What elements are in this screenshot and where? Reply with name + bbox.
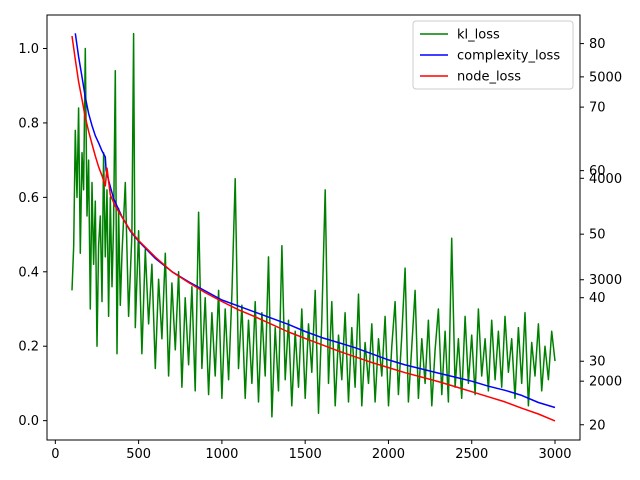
x-tick-label: 0 xyxy=(51,447,59,462)
y-left-tick-label: 1.0 xyxy=(18,42,39,57)
series-line-node-loss xyxy=(71,35,556,422)
legend-box xyxy=(412,20,574,90)
x-tick-label: 1000 xyxy=(205,447,238,462)
y-left-tick-label: 0.0 xyxy=(18,414,39,429)
y-right-node-tick-label: 40 xyxy=(589,291,606,306)
y-right-complexity-tick-label: 5000 xyxy=(589,70,622,85)
y-left-tick-label: 0.6 xyxy=(18,191,39,206)
y-right-node-tick-label: 60 xyxy=(589,164,606,179)
y-right-node-tick-label: 50 xyxy=(589,228,606,243)
y-right-node-tick-label: 20 xyxy=(589,418,606,433)
y-left-tick-label: 0.4 xyxy=(18,265,39,280)
y-left-tick-label: 0.2 xyxy=(18,340,39,355)
plot-frame xyxy=(46,14,581,441)
series-line-complexity-loss xyxy=(74,33,556,409)
y-right-complexity-tick-label: 4000 xyxy=(589,172,622,187)
series-line-kl-loss xyxy=(71,32,556,418)
y-left-tick-label: 0.8 xyxy=(18,116,39,131)
x-tick-label: 2000 xyxy=(372,447,405,462)
x-tick-label: 500 xyxy=(126,447,151,462)
x-tick-label: 2500 xyxy=(455,447,488,462)
legend-label-complexity-loss: complexity_loss xyxy=(457,49,560,64)
x-tick-label: 3000 xyxy=(538,447,571,462)
y-right-complexity-tick-label: 3000 xyxy=(589,273,622,288)
y-right-node-tick-label: 30 xyxy=(589,355,606,370)
legend: kl_loss complexity_loss node_loss xyxy=(412,20,574,90)
axes-layer: 0 500 1000 1500 2000 2500 3000 0.0 0.2 0.4 0.6 0.8 1… xyxy=(18,14,622,462)
y-right-complexity-tick-label: 2000 xyxy=(589,375,622,390)
legend-label-kl-loss: kl_loss xyxy=(457,28,500,43)
series-layer xyxy=(71,32,556,422)
y-right-node-tick-label: 80 xyxy=(589,37,606,52)
legend-label-node-loss: node_loss xyxy=(457,70,521,85)
y-right-node-tick-label: 70 xyxy=(589,101,606,116)
x-tick-label: 1500 xyxy=(289,447,322,462)
